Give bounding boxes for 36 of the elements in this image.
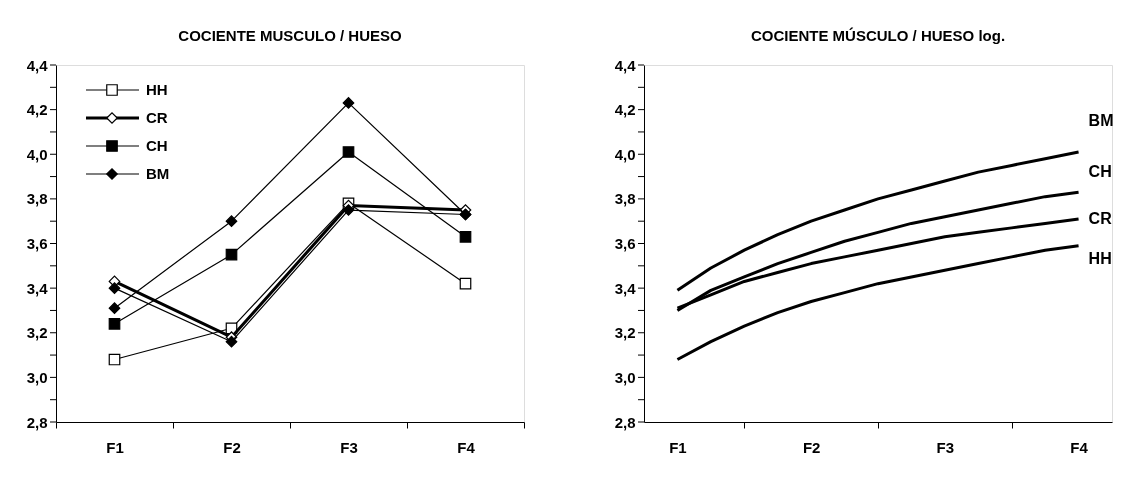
y-tick-label: 3,6: [26, 235, 48, 252]
y-tick-label: 3,2: [26, 324, 48, 342]
x-tick-label: F1: [669, 438, 687, 456]
x-tick-label: F2: [223, 438, 241, 456]
y-tick-label: 4,2: [26, 101, 48, 119]
x-tick-label: F3: [340, 438, 358, 456]
y-tick-label: 4,0: [614, 145, 636, 163]
y-tick-label: 2,8: [26, 413, 48, 431]
x-tick-label: F4: [1070, 438, 1089, 456]
series-label: CR: [1088, 209, 1113, 227]
y-tick-label: 3,8: [26, 190, 48, 208]
y-tick-label: 3,0: [614, 368, 636, 386]
x-tick-label: F2: [802, 438, 821, 456]
y-tick-label: 4,2: [614, 101, 636, 119]
legend-label: BM: [146, 165, 170, 182]
legend-label: CH: [146, 137, 168, 154]
series-label: CH: [1088, 163, 1112, 181]
y-tick-label: 3,2: [614, 324, 636, 342]
series-label: HH: [1088, 249, 1112, 267]
y-tick-label: 3,0: [26, 368, 48, 386]
y-tick-label: 3,6: [614, 235, 636, 252]
y-tick-label: 3,4: [614, 279, 637, 297]
y-tick-label: 3,4: [26, 279, 49, 297]
chart-title: COCIENTE MUSCULO / HUESO: [178, 27, 402, 44]
chart-title: COCIENTE MÚSCULO / HUESO log.: [750, 27, 1006, 44]
legend-label: CR: [146, 109, 168, 126]
legend-label: HH: [146, 81, 168, 98]
x-tick-label: F1: [106, 438, 124, 456]
y-tick-label: 3,8: [614, 190, 636, 208]
x-tick-label: F4: [457, 438, 476, 456]
x-tick-label: F3: [936, 438, 955, 456]
y-tick-label: 4,4: [26, 56, 49, 74]
y-tick-label: 2,8: [614, 413, 636, 431]
y-tick-label: 4,0: [26, 145, 48, 163]
y-tick-label: 4,4: [614, 56, 637, 74]
series-label: BM: [1088, 112, 1114, 130]
